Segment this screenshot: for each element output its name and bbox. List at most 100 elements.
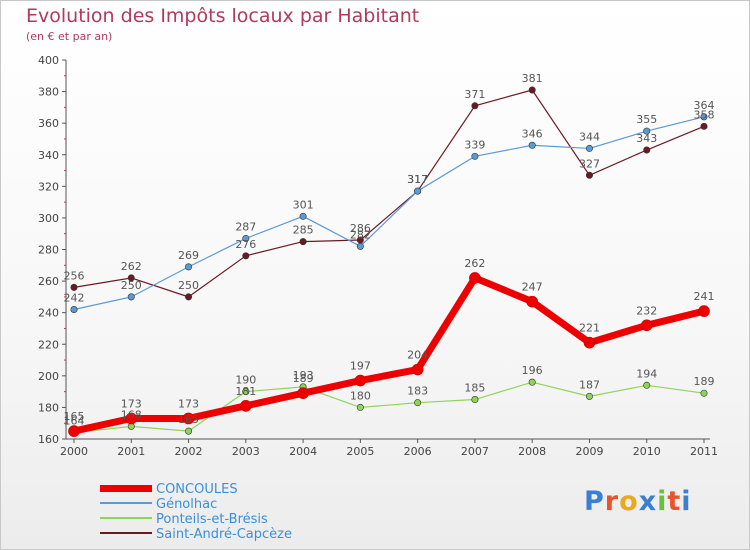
data-label-ponteils-et-bresis: 183 [407,385,428,398]
data-point-genolhac [127,293,135,301]
data-label-ponteils-et-bresis: 180 [350,389,371,402]
y-tick-label: 400 [38,54,59,67]
y-tick-label: 200 [38,370,59,383]
legend-swatch [100,484,152,492]
data-point-ponteils-et-bresis [643,381,651,389]
data-label-ponteils-et-bresis: 196 [522,364,543,377]
data-label-saint-andre-capceze: 276 [235,238,256,251]
data-point-ponteils-et-bresis [700,389,708,397]
series-line-saint-andre-capceze [73,89,705,298]
data-point-concoules [640,319,653,332]
data-label-saint-andre-capceze: 343 [636,132,657,145]
data-point-saint-andre-capceze [127,274,135,282]
data-label-ponteils-et-bresis: 190 [235,374,256,387]
data-point-genolhac [414,187,422,195]
data-label-concoules: 197 [350,360,371,373]
chart-subtitle: (en € et par an) [26,30,113,43]
series-line-concoules [70,274,708,435]
legend-swatch [100,532,152,534]
data-point-saint-andre-capceze [528,86,536,94]
data-label-saint-andre-capceze: 256 [64,269,85,282]
data-point-ponteils-et-bresis [585,392,593,400]
data-label-genolhac: 242 [64,292,85,305]
data-label-concoules: 165 [64,410,85,423]
logo-letter: x [638,486,658,517]
data-point-saint-andre-capceze [242,252,250,260]
data-point-saint-andre-capceze [185,293,193,301]
logo-letter: o [619,486,639,517]
x-tick-label: 2001 [117,445,145,458]
data-point-ponteils-et-bresis [185,427,193,435]
data-point-saint-andre-capceze [471,102,479,110]
x-tick-label: 2008 [518,445,546,458]
logo-letter: r [604,486,620,517]
y-tick-label: 240 [38,307,59,320]
y-tick-label: 260 [38,275,59,288]
legend-swatch [100,517,152,519]
data-label-ponteils-et-bresis: 185 [464,382,485,395]
data-point-genolhac [299,212,307,220]
x-tick-label: 2007 [461,445,489,458]
x-tick-label: 2009 [575,445,603,458]
chart-series [68,86,710,437]
y-tick-label: 180 [38,401,59,414]
x-tick-label: 2003 [232,445,260,458]
data-label-concoules: 221 [579,322,600,335]
data-label-genolhac: 317 [407,173,428,186]
data-point-ponteils-et-bresis [414,399,422,407]
data-point-saint-andre-capceze [70,283,78,291]
data-point-concoules [469,272,481,284]
x-tick-label: 2011 [690,445,718,458]
data-label-ponteils-et-bresis: 187 [579,378,600,391]
y-tick-label: 380 [38,86,59,99]
data-label-concoules: 232 [636,304,657,317]
data-point-ponteils-et-bresis [356,403,364,411]
data-label-concoules: 173 [121,397,142,410]
legend-label: Génolhac [156,497,218,512]
data-point-concoules [68,425,80,437]
data-point-concoules [526,295,538,308]
data-point-saint-andre-capceze [585,171,593,179]
series-line-ponteils-et-bresis [73,381,705,434]
data-point-concoules [125,412,138,425]
legend-swatch [100,502,152,504]
data-label-genolhac: 344 [579,130,600,143]
data-label-genolhac: 364 [694,99,715,112]
data-label-concoules: 181 [235,385,256,398]
data-point-genolhac [242,234,250,242]
data-label-saint-andre-capceze: 286 [350,222,371,235]
logo-letter: i [657,486,668,517]
data-label-genolhac: 355 [636,113,657,126]
data-label-saint-andre-capceze: 358 [694,108,715,121]
legend-label: CONCOULES [156,482,238,497]
data-label-genolhac: 250 [121,279,142,292]
data-label-concoules: 247 [522,281,543,294]
data-point-concoules [182,412,195,425]
data-label-concoules: 241 [694,290,715,303]
data-label-saint-andre-capceze: 317 [407,173,428,186]
data-label-concoules: 173 [178,397,199,410]
data-label-genolhac: 301 [293,198,314,211]
data-label-concoules: 262 [464,257,485,270]
chart-data-labels: 256 262 250 276 285 286 317 371 381 327 343 358 242 2… [64,72,715,428]
data-point-ponteils-et-bresis [471,396,479,404]
data-point-concoules [583,336,596,349]
data-label-saint-andre-capceze: 250 [178,279,199,292]
data-label-genolhac: 346 [522,127,543,140]
data-label-saint-andre-capceze: 262 [121,260,142,273]
legend-label: Saint-André-Capcèze [156,527,292,542]
data-point-genolhac [185,263,193,271]
y-tick-label: 300 [38,212,59,225]
data-label-genolhac: 269 [178,249,199,262]
data-point-concoules [411,363,424,376]
y-tick-label: 220 [38,338,59,351]
series-line-genolhac [73,116,705,311]
data-label-ponteils-et-bresis: 189 [694,375,715,388]
data-label-concoules: 189 [293,372,314,385]
y-tick-label: 160 [38,433,59,446]
y-tick-label: 360 [38,117,59,130]
y-tick-label: 320 [38,180,59,193]
data-point-concoules [297,387,309,400]
